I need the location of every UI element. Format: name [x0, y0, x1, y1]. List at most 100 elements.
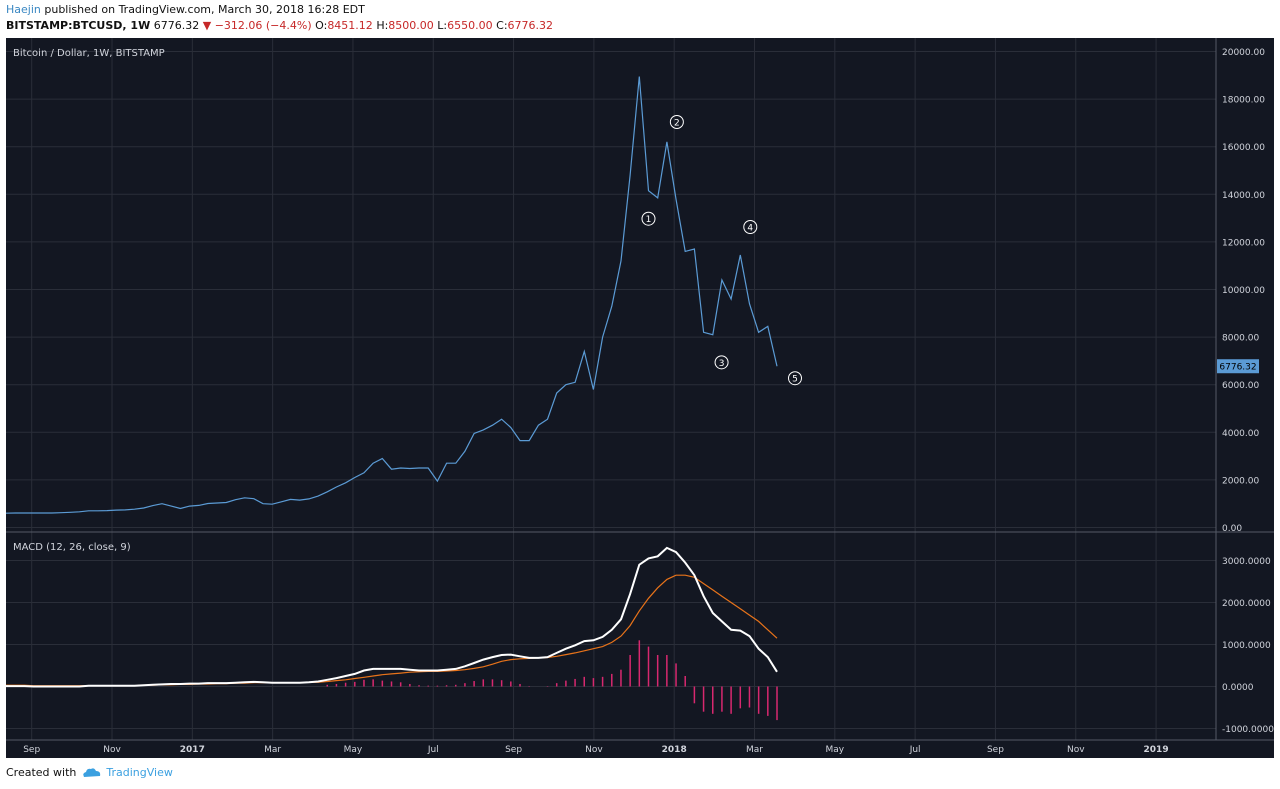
histogram-bar	[565, 680, 567, 687]
histogram-bar	[464, 683, 466, 687]
histogram-bar	[335, 683, 338, 687]
histogram-bar	[620, 669, 622, 687]
tradingview-brand: TradingView	[106, 766, 173, 779]
wave-label: 4	[747, 223, 753, 233]
macd-pane-title: MACD (12, 26, close, 9)	[13, 542, 131, 553]
grid-lines	[6, 38, 1216, 740]
symbol-label: BITSTAMP:BTCUSD, 1W	[6, 19, 151, 32]
time-tick-label: Nov	[103, 745, 121, 755]
histogram-bar	[427, 685, 429, 687]
price-tick-label: 16000.00	[1222, 143, 1265, 153]
price-tick-label: 20000.00	[1222, 48, 1265, 58]
time-tick-label: May	[826, 745, 845, 755]
publish-info: Haejin published on TradingView.com, Mar…	[6, 3, 365, 16]
histogram-bar	[583, 676, 585, 687]
last-price-badge-label: 6776.32	[1219, 363, 1256, 373]
histogram-bar	[647, 646, 650, 687]
histogram-bar	[748, 686, 751, 708]
time-tick-label: 2017	[180, 745, 205, 755]
publish-text: published on TradingView.com, March 30, …	[44, 3, 365, 16]
time-tick-label: Mar	[746, 745, 763, 755]
histogram-bar	[592, 678, 595, 687]
macd-axis: -1000.0000 0.0000 1000.0000 2000.0000 3000.0…	[1222, 557, 1274, 735]
histogram-bar	[510, 681, 512, 687]
histogram-bar	[482, 679, 485, 687]
histogram-bar	[721, 686, 723, 712]
close-value: 6776.32	[507, 19, 554, 32]
time-tick-label: Sep	[987, 745, 1004, 755]
histogram-bar	[767, 686, 769, 716]
macd-tick-label: 1000.0000	[1222, 641, 1271, 651]
time-tick-label: 2018	[662, 745, 687, 755]
time-tick-label: Sep	[23, 745, 40, 755]
histogram-bar	[656, 655, 659, 687]
time-tick-label: Jul	[427, 745, 439, 755]
histogram-bar	[372, 679, 374, 687]
wave-label-circle	[714, 355, 729, 370]
histogram-bar	[381, 680, 384, 687]
histogram-bar	[666, 655, 668, 687]
low-label: L:	[437, 19, 448, 32]
tradingview-link[interactable]: TradingView	[82, 766, 173, 779]
histogram-bar	[702, 686, 705, 712]
wave-label: 5	[792, 375, 798, 385]
price-tick-label: 12000.00	[1222, 238, 1265, 248]
close-label: C:	[496, 19, 508, 32]
histogram-bar	[684, 676, 686, 687]
price-tick-label: 14000.00	[1222, 191, 1265, 201]
footer: Created with TradingView	[6, 766, 173, 779]
histogram-bar	[638, 640, 641, 687]
price-line	[5, 76, 778, 514]
macd-tick-label: -1000.0000	[1222, 725, 1274, 735]
histogram-bar	[693, 686, 696, 704]
histogram-bar	[555, 683, 558, 687]
histogram-bar	[445, 685, 448, 687]
histogram-bar	[418, 685, 420, 687]
down-arrow-icon: ▼	[202, 19, 212, 32]
chart-background	[6, 38, 1274, 758]
wave-labels: 1 2 3 4 5	[641, 114, 802, 386]
time-axis: Sep Nov 2017 Mar May Jul Sep Nov 2018 Mar May Jul Se…	[23, 745, 1168, 755]
price-tick-label: 6000.00	[1222, 381, 1259, 391]
histogram-bar	[491, 679, 494, 687]
time-tick-label: Jul	[909, 745, 921, 755]
wave-label: 1	[646, 215, 652, 225]
histogram-bar	[409, 683, 411, 687]
wave-label-circle	[669, 114, 684, 129]
time-tick-label: Nov	[585, 745, 603, 755]
low-value: 6550.00	[447, 19, 493, 32]
last-price: 6776.32	[153, 19, 200, 32]
histogram-bar	[399, 682, 402, 687]
author-link[interactable]: Haejin	[6, 3, 41, 16]
price-tick-label: 0.00	[1222, 524, 1242, 534]
histogram-bar	[739, 686, 742, 709]
macd-line	[6, 546, 778, 688]
last-price-badge-bg	[1217, 359, 1259, 374]
macd-tick-label: 2000.0000	[1222, 599, 1271, 609]
cloud-icon	[83, 767, 101, 777]
histogram-bar	[574, 678, 576, 687]
histogram-bar	[629, 655, 631, 687]
histogram-bar	[455, 684, 457, 687]
macd-tick-label: 3000.0000	[1222, 557, 1271, 567]
histogram-bar	[776, 686, 778, 721]
high-label: H:	[376, 19, 389, 32]
wave-label: 2	[674, 118, 680, 128]
price-axis: 0.00 2000.00 4000.00 6000.00 8000.00 10000.00…	[1222, 48, 1265, 534]
price-tick-label: 8000.00	[1222, 334, 1259, 344]
time-tick-label: Sep	[505, 745, 522, 755]
wave-label: 3	[719, 359, 725, 369]
macd-histogram	[326, 640, 778, 721]
time-tick-label: 2019	[1144, 745, 1169, 755]
open-value: 8451.12	[327, 19, 373, 32]
price-pane-title: Bitcoin / Dollar, 1W, BITSTAMP	[13, 48, 165, 59]
histogram-bar	[473, 681, 475, 687]
symbol-info: BITSTAMP:BTCUSD, 1W 6776.32 ▼ −312.06 (−…	[6, 19, 553, 32]
histogram-bar	[611, 673, 613, 687]
time-tick-label: Nov	[1067, 745, 1085, 755]
histogram-bar	[354, 681, 356, 687]
histogram-bar	[601, 676, 604, 687]
histogram-bar	[326, 684, 328, 687]
high-value: 8500.00	[388, 19, 434, 32]
